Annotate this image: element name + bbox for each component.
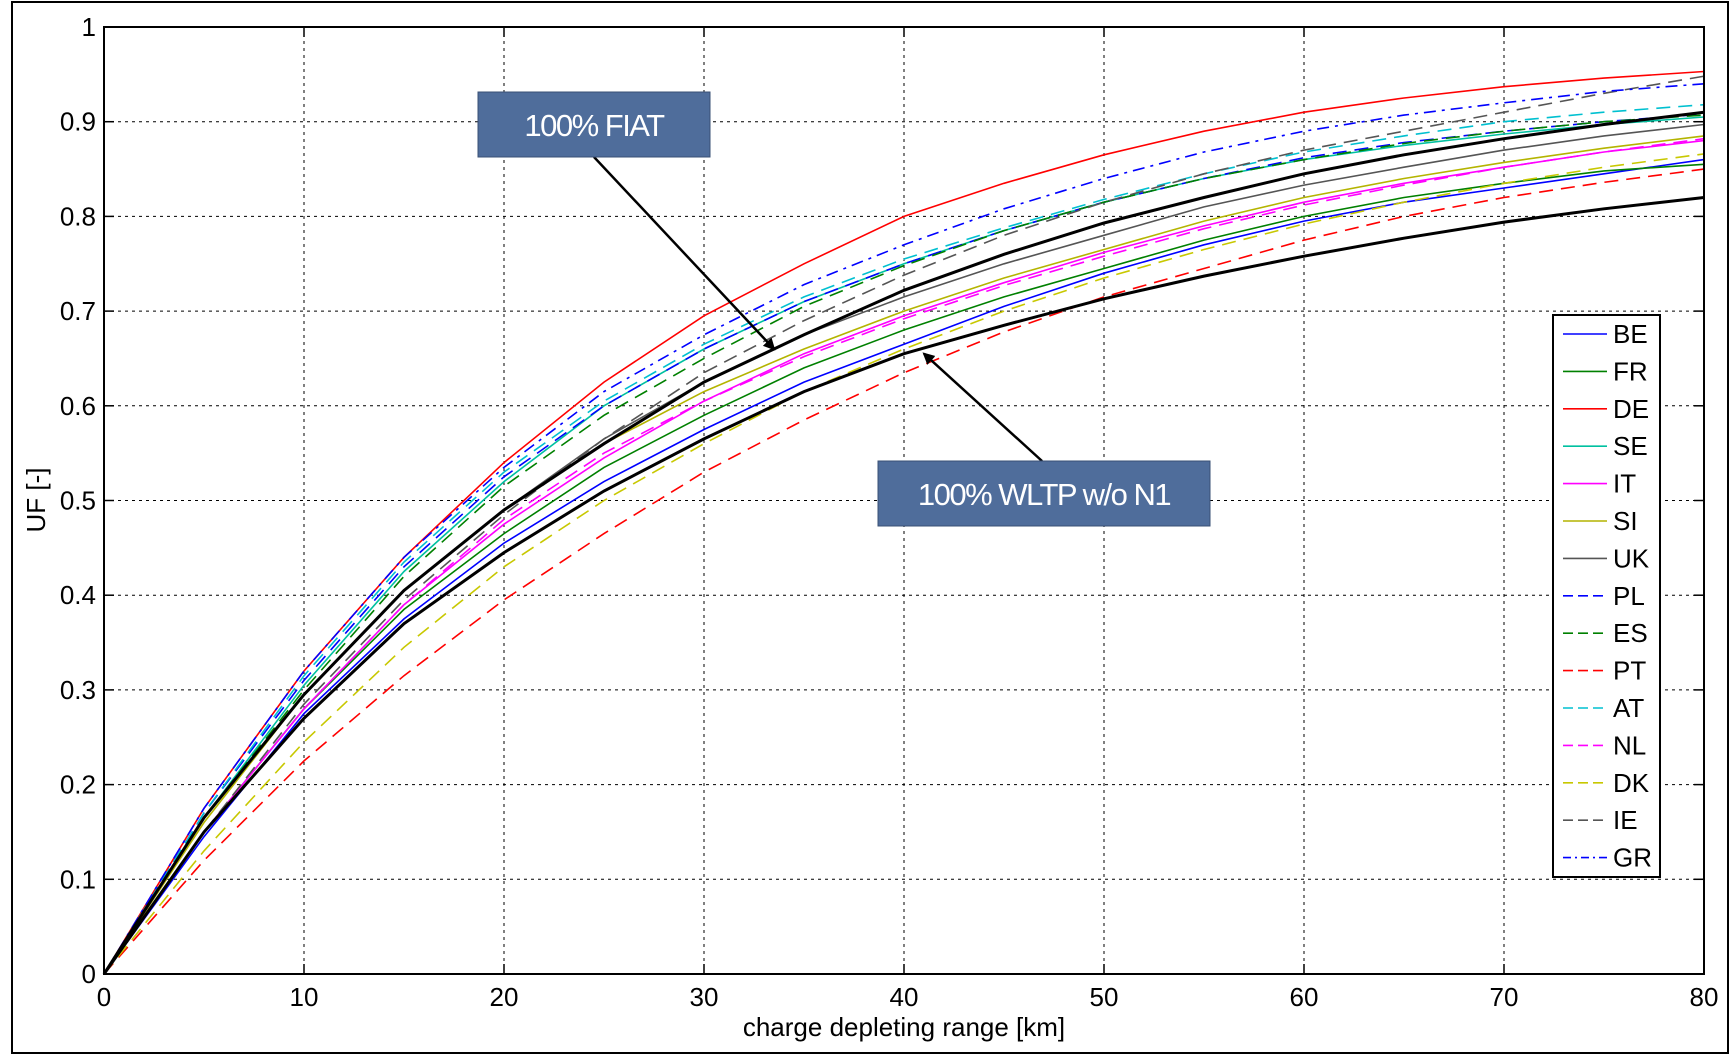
wltp-callout-arrow <box>922 352 1043 462</box>
legend: BE FR DE SE IT SI UK PL ES PT AT NL DK IE GR <box>1552 314 1661 878</box>
legend-label-si: SI <box>1613 506 1638 536</box>
fiat-reference-line <box>102 110 1705 975</box>
x-tick-label: 80 <box>1690 982 1719 1012</box>
y-tick-label: 0.7 <box>60 296 96 326</box>
series-line-pt <box>103 168 1705 975</box>
legend-label-fr: FR <box>1613 356 1648 386</box>
y-tick-label: 0.6 <box>60 391 96 421</box>
axis-ticks: 0 10 20 30 40 50 60 70 80 0 0.1 0.2 0.3 0.4 0.5 0.6 0.7 0… <box>60 12 1719 1012</box>
legend-label-gr: GR <box>1613 843 1652 873</box>
wltp-callout-box <box>877 460 1211 527</box>
series-line-se <box>103 116 1705 975</box>
fiat-callout-text: 100% FIAT <box>524 108 665 143</box>
y-tick-label: 0.5 <box>60 486 96 516</box>
x-tick-label: 40 <box>890 982 919 1012</box>
y-tick-label: 0.9 <box>60 107 96 137</box>
series-lines <box>102 70 1705 975</box>
outer-frame <box>11 1 1729 1054</box>
x-tick-label: 70 <box>1490 982 1519 1012</box>
legend-label-es: ES <box>1613 618 1648 648</box>
fiat-callout-box <box>477 91 711 158</box>
legend-label-uk: UK <box>1613 543 1650 573</box>
y-axis-label: UF [-] <box>21 468 51 533</box>
legend-label-pl: PL <box>1613 581 1645 611</box>
x-tick-label: 60 <box>1290 982 1319 1012</box>
x-tick-label: 30 <box>690 982 719 1012</box>
series-line-ie <box>103 75 1705 975</box>
legend-label-ie: IE <box>1613 805 1638 835</box>
legend-label-se: SE <box>1613 431 1648 461</box>
y-tick-label: 0.8 <box>60 201 96 231</box>
legend-label-dk: DK <box>1613 768 1650 798</box>
legend-label-it: IT <box>1613 469 1636 499</box>
legend-label-nl: NL <box>1613 730 1646 760</box>
series-line-nl <box>103 137 1705 975</box>
x-tick-label: 20 <box>490 982 519 1012</box>
annotations: 100% FIAT 100% WLTP w/o N1 <box>477 91 1211 527</box>
fiat-callout-arrow <box>593 156 776 351</box>
series-line-dk <box>103 153 1705 975</box>
y-tick-label: 0.3 <box>60 675 96 705</box>
y-tick-label: 0.2 <box>60 770 96 800</box>
y-tick-label: 1 <box>82 12 96 42</box>
series-line-gr <box>103 83 1705 975</box>
legend-label-be: BE <box>1613 319 1648 349</box>
legend-label-at: AT <box>1613 693 1644 723</box>
series-line-fr <box>103 163 1705 975</box>
x-axis-label: charge depleting range [km] <box>743 1012 1065 1042</box>
legend-label-pt: PT <box>1613 656 1646 686</box>
y-tick-label: 0 <box>82 959 96 989</box>
wltp-reference-line <box>102 196 1705 975</box>
x-tick-label: 0 <box>97 982 111 1012</box>
series-line-be <box>103 158 1705 975</box>
series-line-es <box>103 114 1705 975</box>
y-tick-label: 0.4 <box>60 580 96 610</box>
x-tick-label: 50 <box>1090 982 1119 1012</box>
x-tick-label: 10 <box>290 982 319 1012</box>
y-tick-label: 0.1 <box>60 864 96 894</box>
wltp-callout-text: 100% WLTP w/o N1 <box>918 477 1171 512</box>
legend-label-de: DE <box>1613 394 1649 424</box>
series-line-at <box>103 103 1705 975</box>
